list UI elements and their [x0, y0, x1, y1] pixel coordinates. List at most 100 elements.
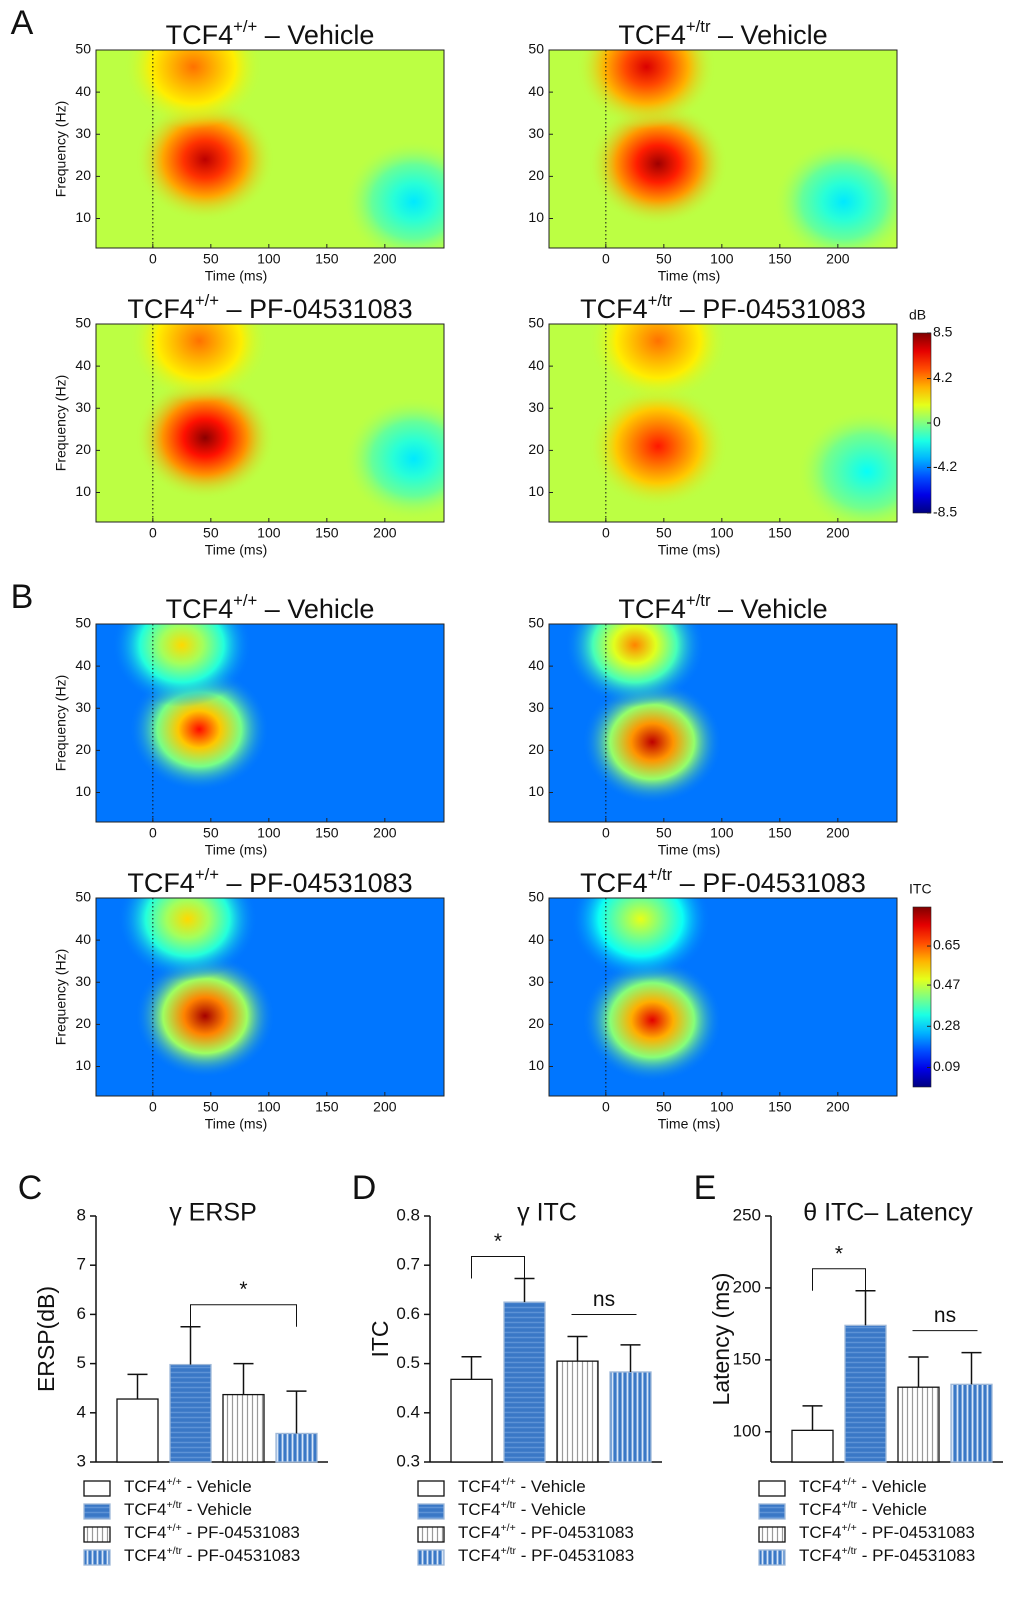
legend-label-sup: +/+: [501, 1522, 516, 1534]
plot-frame: [95, 623, 445, 823]
y-tick-label: 250: [733, 1205, 761, 1224]
x-tick-label: 150: [315, 525, 339, 541]
heatmap: [96, 898, 444, 1096]
x-tick-label: 0: [602, 825, 610, 841]
legend-label-sup: +/tr: [501, 1545, 517, 1557]
significance-label: *: [494, 1230, 502, 1253]
x-tick-label: 150: [768, 525, 792, 541]
plot-frame: [548, 49, 898, 249]
legend-label-main: TCF4: [124, 1523, 167, 1542]
legend-label-main: TCF4: [458, 1500, 501, 1519]
legend-label-sup: +/tr: [842, 1499, 858, 1511]
y-axis-label: Frequency (Hz): [53, 101, 69, 197]
x-tick-label: 50: [203, 525, 219, 541]
y-tick-label: 50: [528, 315, 544, 331]
legend-label-main: TCF4: [799, 1500, 842, 1519]
heatmap: [549, 898, 897, 1096]
colorbar-tick-label: 0.65: [933, 937, 960, 953]
legend-label-sup: +/+: [167, 1476, 182, 1488]
y-tick-label: 40: [75, 657, 91, 673]
x-axis-label: Time (ms): [658, 1116, 720, 1132]
y-tick-label: 40: [528, 657, 544, 673]
significance-label: ns: [934, 1304, 956, 1327]
x-tick-label: 50: [203, 1099, 219, 1115]
y-tick-label: 30: [528, 973, 544, 989]
heatmap-peak: [773, 139, 897, 248]
heatmap-peak: [135, 97, 276, 222]
x-axis-label: Time (ms): [205, 542, 267, 558]
y-tick-label: 40: [528, 83, 544, 99]
heatmap-peak: [135, 375, 276, 500]
legend-label-tail: - PF-04531083: [857, 1546, 975, 1565]
x-axis-label: Time (ms): [658, 842, 720, 858]
panel-label: B: [11, 578, 34, 616]
x-tick-label: 150: [768, 1099, 792, 1115]
x-axis-label: Time (ms): [658, 268, 720, 284]
legend-swatch: [758, 1549, 786, 1566]
legend-swatch: [417, 1503, 445, 1520]
y-tick-label: 30: [528, 125, 544, 141]
bar: [791, 1429, 834, 1463]
colorbar-tick-label: 0: [933, 414, 941, 430]
legend-label-tail: - PF-04531083: [516, 1523, 634, 1542]
heatmap-peak: [564, 624, 705, 708]
plot-title: TCF4+/+ – Vehicle: [166, 591, 375, 624]
legend-label: TCF4+/tr - Vehicle: [124, 1499, 252, 1520]
x-tick-label: 100: [257, 251, 281, 267]
heatmap: [96, 624, 444, 822]
x-tick-label: 100: [257, 825, 281, 841]
legend-swatch: [417, 1549, 445, 1566]
chart-title: γ ITC: [517, 1199, 577, 1227]
heatmap-peak: [343, 139, 444, 248]
legend-label-sup: +/tr: [501, 1499, 517, 1511]
panel-label: C: [18, 1169, 43, 1207]
x-tick-label: 100: [257, 1099, 281, 1115]
y-tick-label: 10: [75, 209, 91, 225]
bar: [169, 1363, 212, 1463]
plot-title-main: TCF4: [580, 294, 648, 324]
legend-swatch: [758, 1503, 786, 1520]
x-tick-label: 200: [373, 525, 397, 541]
y-tick-label: 6: [77, 1304, 86, 1323]
y-tick-label: 30: [75, 125, 91, 141]
colorbar-label: dB: [909, 307, 926, 323]
plot-title-sup: +/tr: [686, 591, 711, 610]
y-tick-label: 50: [528, 615, 544, 631]
x-tick-label: 150: [315, 1099, 339, 1115]
y-tick-label: 10: [528, 209, 544, 225]
y-tick-label: 20: [528, 1015, 544, 1031]
x-tick-label: 50: [656, 825, 672, 841]
plot-title: TCF4+/tr – Vehicle: [618, 591, 827, 624]
legend-label: TCF4+/tr - PF-04531083: [458, 1545, 634, 1566]
legend-swatch: [83, 1503, 111, 1520]
x-tick-label: 50: [203, 825, 219, 841]
bar: [116, 1398, 159, 1463]
x-tick-label: 0: [149, 1099, 157, 1115]
heatmap-peak: [129, 324, 270, 403]
colorbar-tick-label: 8.5: [933, 324, 953, 340]
x-tick-label: 200: [373, 825, 397, 841]
legend-label-sup: +/tr: [842, 1545, 858, 1557]
legend-label-sup: +/tr: [167, 1499, 183, 1511]
x-tick-label: 150: [315, 825, 339, 841]
y-tick-label: 20: [75, 441, 91, 457]
bar: [897, 1386, 940, 1463]
plot-frame: [548, 897, 898, 1097]
panel-label: D: [352, 1169, 377, 1207]
bar: [609, 1371, 652, 1463]
y-tick-label: 50: [75, 41, 91, 57]
heatmap-peak: [343, 396, 444, 521]
plot-title-sup: +/+: [233, 17, 257, 36]
x-tick-label: 0: [602, 525, 610, 541]
y-tick-label: 40: [528, 357, 544, 373]
legend-label-main: TCF4: [799, 1546, 842, 1565]
x-tick-label: 50: [656, 525, 672, 541]
y-tick-label: 10: [75, 483, 91, 499]
y-tick-label: 40: [528, 931, 544, 947]
x-tick-label: 50: [656, 251, 672, 267]
plot-title-tail: – PF-04531083: [219, 294, 413, 324]
y-axis-label: Frequency (Hz): [53, 375, 69, 471]
legend-label-main: TCF4: [124, 1477, 167, 1496]
y-tick-label: 100: [733, 1421, 761, 1440]
